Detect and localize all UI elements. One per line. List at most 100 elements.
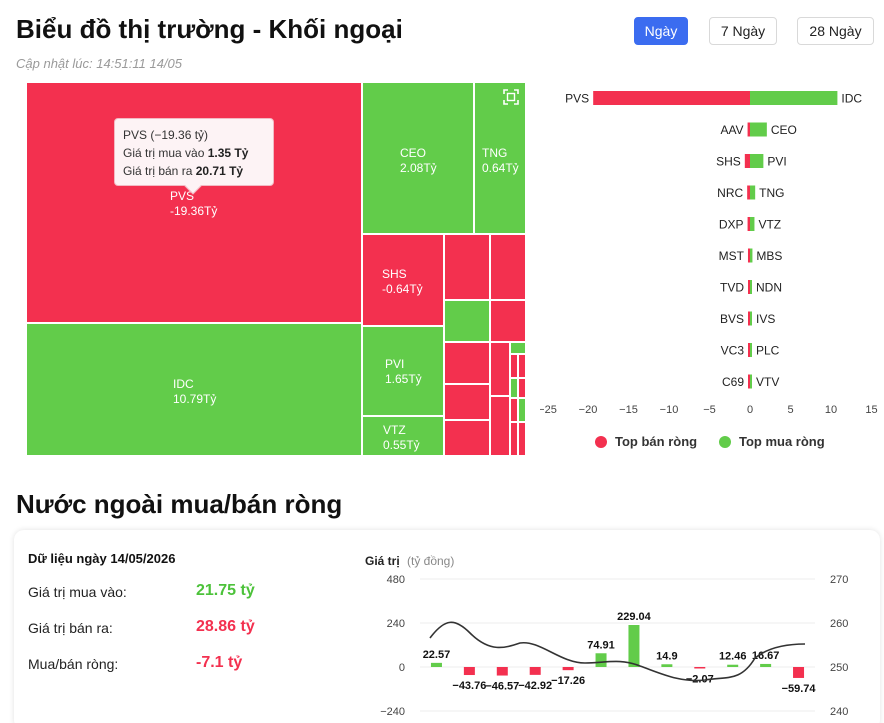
bar-value-label: 229.04 (617, 611, 652, 623)
treemap-tile-tng[interactable]: TNG 0.64Tỷ (474, 82, 526, 234)
tab-day[interactable]: Ngày (634, 17, 688, 45)
buy-bar[interactable] (750, 343, 752, 357)
treemap-tile[interactable] (510, 398, 518, 422)
net-bar[interactable] (430, 662, 442, 667)
legend-sell-label: Top bán ròng (615, 434, 698, 449)
legend-sell-dot (595, 435, 607, 448)
tile-value: -19.36Tỷ (170, 204, 218, 218)
net-bar[interactable] (793, 667, 805, 678)
buy-bar[interactable] (750, 374, 752, 389)
net-bar[interactable] (529, 667, 541, 675)
treemap-tile[interactable] (490, 396, 510, 456)
net-bar[interactable] (463, 667, 475, 676)
y-tick-label: 0 (399, 662, 405, 674)
x-tick-label: −15 (619, 404, 638, 416)
treemap-tile[interactable] (518, 354, 526, 378)
treemap-tooltip: PVS (−19.36 tỷ) Giá trị mua vào 1.35 Tỷ … (114, 118, 274, 195)
treemap: PVS -19.36Tỷ IDC 10.79Tỷ CEO 2.08Tỷ TNG … (26, 82, 526, 456)
sell-symbol-label: VC3 (721, 344, 745, 358)
bar-value-label: 16.67 (752, 650, 780, 662)
legend-sell[interactable]: Top bán ròng (595, 434, 697, 449)
net-value: -7.1 tỷ (196, 654, 243, 671)
sell-bar[interactable] (748, 374, 750, 389)
tile-symbol: PVI (385, 357, 405, 371)
buy-bar[interactable] (750, 280, 752, 294)
tile-value: 0.64Tỷ (482, 161, 519, 175)
treemap-tile[interactable] (510, 342, 526, 354)
sell-bar[interactable] (748, 343, 750, 357)
buy-symbol-label: IVS (756, 312, 775, 326)
treemap-tile-pvi[interactable]: PVI 1.65Tỷ (362, 326, 444, 416)
treemap-tile-vtz[interactable]: VTZ 0.55Tỷ (362, 416, 444, 456)
x-tick-label: −25 (540, 404, 557, 416)
sell-bar[interactable] (747, 217, 750, 231)
tab-7-days[interactable]: 7 Ngày (709, 17, 777, 45)
buy-bar[interactable] (750, 122, 767, 137)
legend-buy[interactable]: Top mua ròng (719, 434, 825, 449)
treemap-tile-idc[interactable]: IDC 10.79Tỷ (26, 323, 362, 456)
treemap-tile[interactable] (444, 420, 490, 456)
net-bar[interactable] (694, 667, 706, 669)
index-line (429, 621, 806, 682)
tile-symbol: CEO (400, 146, 427, 160)
treemap-tile[interactable] (510, 422, 518, 456)
tile-value: 1.65Tỷ (385, 372, 422, 386)
buy-bar[interactable] (750, 91, 838, 105)
sell-bar[interactable] (744, 154, 750, 168)
treemap-tile[interactable] (444, 234, 490, 300)
treemap-tile[interactable] (510, 354, 518, 378)
tooltip-title: PVS (−19.36 tỷ) (123, 128, 209, 142)
treemap-tile-shs[interactable]: SHS -0.64Tỷ (362, 234, 444, 326)
x-tick-label: −10 (660, 404, 679, 416)
net-bar[interactable] (562, 667, 574, 671)
treemap-tile[interactable] (444, 384, 490, 420)
buy-symbol-label: MBS (756, 249, 782, 263)
sell-bar[interactable] (747, 185, 750, 200)
y2-tick-label: 250 (830, 662, 848, 674)
net-bar[interactable] (661, 664, 673, 667)
net-bar[interactable] (496, 667, 508, 676)
sell-symbol-label: PVS (565, 92, 589, 106)
treemap-tile[interactable] (444, 300, 490, 342)
net-section-title: Nước ngoài mua/bán ròng (16, 489, 343, 519)
legend-buy-dot (719, 435, 731, 448)
bar-value-label: −59.74 (782, 683, 817, 695)
treemap-tile[interactable] (518, 422, 526, 456)
sell-value: 28.86 tỷ (196, 618, 255, 635)
buy-bar[interactable] (750, 217, 755, 231)
net-bar[interactable] (760, 663, 772, 667)
expand-icon[interactable] (503, 89, 519, 105)
sell-bar[interactable] (748, 280, 750, 294)
treemap-tile[interactable] (518, 378, 526, 398)
y-axis-title: Giá trị (365, 554, 400, 568)
buy-bar[interactable] (750, 311, 752, 326)
sell-bar[interactable] (748, 311, 750, 326)
buy-bar[interactable] (750, 154, 764, 168)
sell-label: Giá trị bán ra: (28, 620, 113, 636)
treemap-tile[interactable] (490, 342, 510, 396)
sell-bar[interactable] (593, 91, 750, 105)
treemap-tile[interactable] (490, 300, 526, 342)
treemap-tile[interactable] (518, 398, 526, 422)
updated-timestamp: Cập nhật lúc: 14:51:11 14/05 (16, 56, 182, 71)
page-title: Biểu đồ thị trường - Khối ngoại (16, 14, 403, 44)
net-bar[interactable] (595, 653, 607, 667)
tab-28-days[interactable]: 28 Ngày (797, 17, 874, 45)
bar-value-label: −17.26 (551, 675, 585, 687)
y-tick-label: −240 (380, 706, 405, 718)
sell-bar[interactable] (747, 122, 750, 137)
sell-symbol-label: C69 (722, 375, 744, 389)
tile-symbol: VTZ (383, 423, 406, 437)
buy-symbol-label: PLC (756, 344, 780, 358)
treemap-tile[interactable] (444, 342, 490, 384)
net-bar[interactable] (727, 664, 739, 667)
treemap-tile[interactable] (510, 378, 518, 398)
sell-bar[interactable] (747, 248, 750, 263)
buy-bar[interactable] (750, 185, 756, 200)
buy-bar[interactable] (750, 248, 753, 263)
x-tick-label: 0 (747, 404, 753, 416)
buy-symbol-label: VTV (756, 375, 779, 389)
treemap-tile-ceo[interactable]: CEO 2.08Tỷ (362, 82, 474, 234)
net-bar[interactable] (628, 625, 640, 667)
treemap-tile[interactable] (490, 234, 526, 300)
